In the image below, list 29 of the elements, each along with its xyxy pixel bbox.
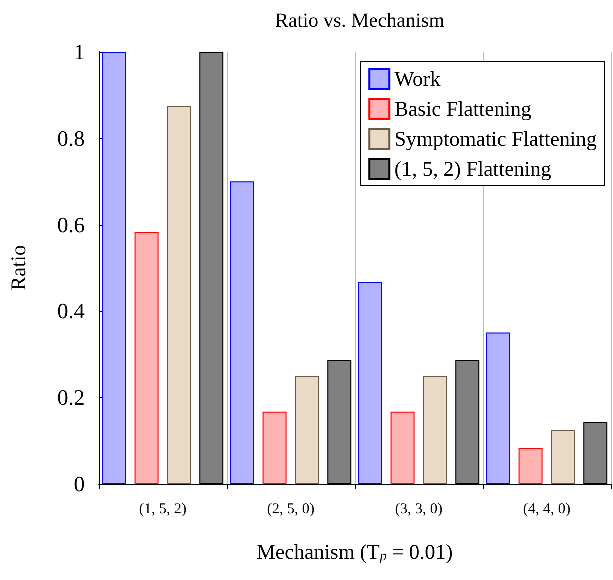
bar: [423, 376, 448, 484]
y-axis-title: Ratio: [6, 245, 30, 291]
x-tick-label: (2, 5, 0): [267, 502, 315, 518]
chart-title: Ratio vs. Mechanism: [275, 10, 446, 32]
bar: [134, 232, 159, 484]
bar: [486, 332, 510, 484]
y-tick-label: 0.2: [58, 385, 85, 410]
x-tick-label: (3, 3, 0): [395, 502, 443, 518]
x-tick-label: (4, 4, 0): [523, 502, 571, 518]
bar: [102, 52, 126, 484]
y-tick-label: 0.6: [58, 212, 85, 238]
y-tick-label: 0.8: [58, 126, 85, 151]
bar: [358, 282, 382, 484]
x-tick-label: (1, 5, 2): [139, 502, 187, 518]
bar: [390, 412, 415, 484]
x-axis-title: Mechanism (Tp = 0.01): [256, 540, 454, 564]
bar: [518, 448, 543, 484]
legend-label: (1, 5, 2) Flattening: [394, 157, 552, 181]
y-tick-label: 0: [74, 472, 85, 496]
y-tick-label: 1: [74, 40, 85, 64]
legend-label: Symptomatic Flattening: [394, 127, 598, 151]
bar: [262, 412, 287, 484]
legend-label: Basic Flattening: [394, 97, 532, 121]
bar: [295, 376, 320, 484]
legend-label: Work: [394, 67, 442, 91]
bar: [551, 430, 576, 484]
y-tick-label: 0.4: [58, 298, 85, 324]
bar: [230, 182, 254, 484]
bar: [167, 106, 192, 484]
